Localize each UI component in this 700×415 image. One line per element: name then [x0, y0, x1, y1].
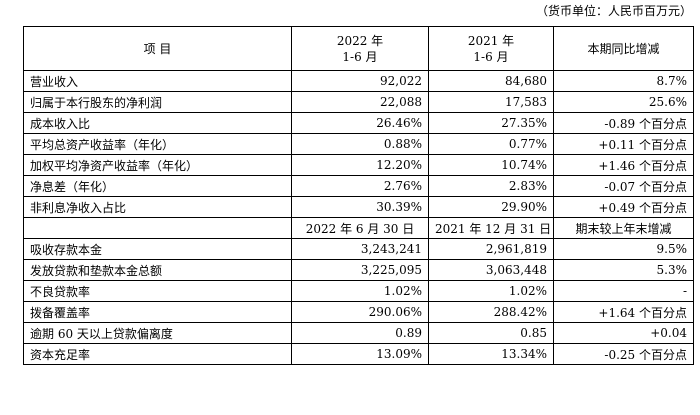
- value-2021: 0.77%: [428, 133, 554, 155]
- table-row: 平均总资产收益率（年化） 0.88% 0.77% +0.11 个百分点: [23, 133, 694, 155]
- row-label: 吸收存款本金: [23, 238, 292, 260]
- value-2021: 2.83%: [428, 175, 554, 197]
- table-row: 吸收存款本金 3,243,241 2,961,819 9.5%: [23, 238, 694, 260]
- change-value: 8.7%: [553, 70, 694, 92]
- table-row: 资本充足率 13.09% 13.34% -0.25 个百分点: [23, 343, 694, 365]
- value-2022: 0.88%: [291, 133, 429, 155]
- change-value: +1.46 个百分点: [553, 154, 694, 176]
- header-2021-h1: 2021 年 1-6 月: [428, 26, 554, 71]
- change-value: -0.89 个百分点: [553, 112, 694, 134]
- value-2021: 3,063,448: [428, 259, 554, 281]
- value-2022: 3,243,241: [291, 238, 429, 260]
- value-2022: 22,088: [291, 91, 429, 113]
- table-row: 归属于本行股东的净利润 22,088 17,583 25.6%: [23, 91, 694, 113]
- header-2021-months: 1-6 月: [473, 49, 509, 64]
- value-2022: 12.20%: [291, 154, 429, 176]
- value-2021: 1.02%: [428, 280, 554, 302]
- value-2022: 13.09%: [291, 343, 429, 365]
- value-2021: 288.42%: [428, 301, 554, 323]
- value-2022: 30.39%: [291, 196, 429, 218]
- balance-subheader: 2022 年 6 月 30 日 2021 年 12 月 31 日 期末较上年末增…: [23, 217, 694, 239]
- subheader-blank: [23, 217, 292, 239]
- value-2021: 29.90%: [428, 196, 554, 218]
- change-value: 25.6%: [553, 91, 694, 113]
- header-item: 项 目: [23, 26, 292, 71]
- table-row: 非利息净收入占比 30.39% 29.90% +0.49 个百分点: [23, 196, 694, 218]
- value-2021: 27.35%: [428, 112, 554, 134]
- period-rows: 营业收入 92,022 84,680 8.7% 归属于本行股东的净利润 22,088 17,…: [23, 70, 694, 218]
- table-row: 成本收入比 26.46% 27.35% -0.89 个百分点: [23, 112, 694, 134]
- table-row: 加权平均净资产收益率（年化） 12.20% 10.74% +1.46 个百分点: [23, 154, 694, 176]
- value-2022: 92,022: [291, 70, 429, 92]
- value-2021: 13.34%: [428, 343, 554, 365]
- subheader-2022-date: 2022 年 6 月 30 日: [291, 217, 429, 239]
- balance-rows: 吸收存款本金 3,243,241 2,961,819 9.5% 发放贷款和垫款本金总额 3…: [23, 238, 694, 365]
- value-2022: 1.02%: [291, 280, 429, 302]
- subheader-change: 期末较上年末增减: [553, 217, 694, 239]
- row-label: 非利息净收入占比: [23, 196, 292, 218]
- table-row: 逾期 60 天以上贷款偏离度 0.89 0.85 +0.04: [23, 322, 694, 344]
- financial-summary-table: 项 目 2022 年 1-6 月 2021 年 1-6 月 本期同比增减 营业收…: [23, 26, 694, 365]
- row-label: 不良贷款率: [23, 280, 292, 302]
- value-2022: 26.46%: [291, 112, 429, 134]
- row-label: 营业收入: [23, 70, 292, 92]
- header-2022-year: 2022 年: [336, 33, 384, 48]
- row-label: 净息差（年化）: [23, 175, 292, 197]
- table-header-row: 项 目 2022 年 1-6 月 2021 年 1-6 月 本期同比增减: [23, 26, 694, 71]
- table-row: 发放贷款和垫款本金总额 3,225,095 3,063,448 5.3%: [23, 259, 694, 281]
- header-item-text: 项 目: [143, 41, 172, 56]
- change-value: 9.5%: [553, 238, 694, 260]
- value-2021: 17,583: [428, 91, 554, 113]
- change-value: -0.25 个百分点: [553, 343, 694, 365]
- currency-unit-note: （货币单位：人民币百万元）: [535, 4, 692, 18]
- row-label: 资本充足率: [23, 343, 292, 365]
- header-2022-months: 1-6 月: [342, 49, 378, 64]
- change-value: 5.3%: [553, 259, 694, 281]
- change-value: +1.64 个百分点: [553, 301, 694, 323]
- row-label: 拨备覆盖率: [23, 301, 292, 323]
- row-label: 归属于本行股东的净利润: [23, 91, 292, 113]
- row-label: 加权平均净资产收益率（年化）: [23, 154, 292, 176]
- row-label: 逾期 60 天以上贷款偏离度: [23, 322, 292, 344]
- row-label: 平均总资产收益率（年化）: [23, 133, 292, 155]
- table-row: 营业收入 92,022 84,680 8.7%: [23, 70, 694, 92]
- header-2021-year: 2021 年: [467, 33, 515, 48]
- change-value: +0.49 个百分点: [553, 196, 694, 218]
- value-2022: 0.89: [291, 322, 429, 344]
- value-2021: 84,680: [428, 70, 554, 92]
- value-2021: 0.85: [428, 322, 554, 344]
- value-2021: 10.74%: [428, 154, 554, 176]
- value-2022: 3,225,095: [291, 259, 429, 281]
- value-2022: 290.06%: [291, 301, 429, 323]
- subheader-2021-date: 2021 年 12 月 31 日: [428, 217, 554, 239]
- table-row: 拨备覆盖率 290.06% 288.42% +1.64 个百分点: [23, 301, 694, 323]
- change-value: +0.04: [553, 322, 694, 344]
- change-value: +0.11 个百分点: [553, 133, 694, 155]
- row-label: 成本收入比: [23, 112, 292, 134]
- change-value: -0.07 个百分点: [553, 175, 694, 197]
- value-2022: 2.76%: [291, 175, 429, 197]
- table-row: 净息差（年化） 2.76% 2.83% -0.07 个百分点: [23, 175, 694, 197]
- value-2021: 2,961,819: [428, 238, 554, 260]
- change-value: -: [553, 280, 694, 302]
- table-row: 不良贷款率 1.02% 1.02% -: [23, 280, 694, 302]
- row-label: 发放贷款和垫款本金总额: [23, 259, 292, 281]
- header-yoy-change: 本期同比增减: [553, 26, 694, 71]
- header-2022-h1: 2022 年 1-6 月: [291, 26, 429, 71]
- subheader-row: 2022 年 6 月 30 日 2021 年 12 月 31 日 期末较上年末增…: [23, 217, 694, 239]
